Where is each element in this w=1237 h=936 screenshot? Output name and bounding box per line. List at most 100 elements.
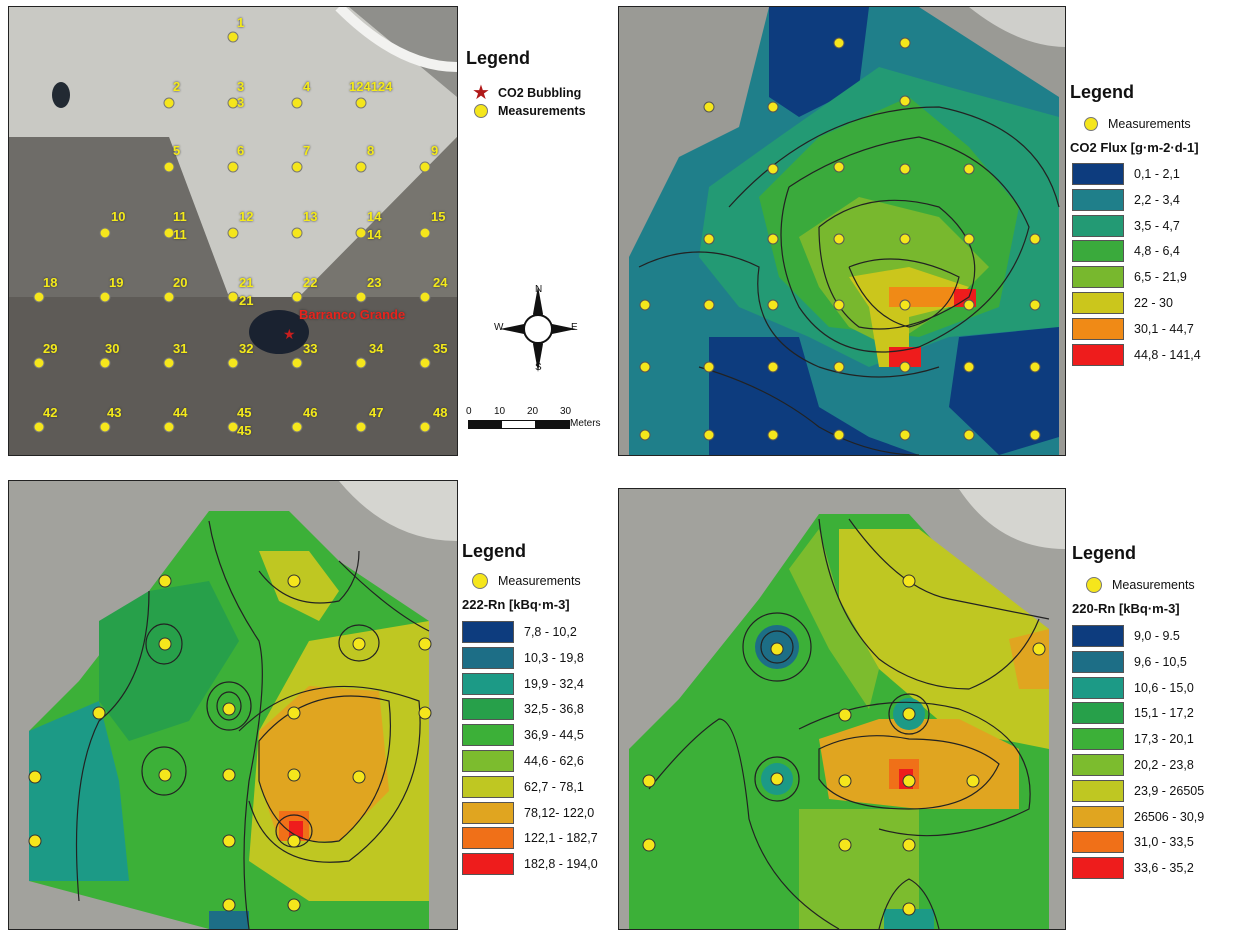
point-label: 46 xyxy=(303,405,318,420)
legend-swatch xyxy=(1072,266,1124,289)
scale-tick-20: 20 xyxy=(527,406,539,417)
legend-class-row: 44,6 - 62,6 xyxy=(462,750,584,772)
measurement-point xyxy=(963,299,975,311)
legend-class-label: 6,5 - 21,9 xyxy=(1134,270,1187,285)
point-label: 43 xyxy=(107,405,122,420)
legend-class-row: 0,1 - 2,1 xyxy=(1072,163,1180,185)
legend-class-row: 33,6 - 35,2 xyxy=(1072,857,1194,880)
measurement-point xyxy=(158,574,172,588)
legend-swatch xyxy=(462,750,514,772)
rn222-measurement-points xyxy=(28,574,432,912)
map-panel-rn222 xyxy=(8,480,458,930)
compass-e: E xyxy=(571,322,578,333)
measurement-point xyxy=(419,227,431,239)
legend-class-row: 122,1 - 182,7 xyxy=(462,827,598,850)
measurement-point xyxy=(227,97,239,109)
legend-class-row: 32,5 - 36,8 xyxy=(462,698,584,721)
measurement-dot-icon xyxy=(474,104,488,118)
scale-tick-30: 30 xyxy=(560,406,572,417)
legend-swatch xyxy=(1072,728,1124,751)
measurement-point xyxy=(28,834,42,848)
measurement-point xyxy=(355,227,367,239)
measurement-point xyxy=(899,163,911,175)
legend-swatch xyxy=(1072,754,1124,776)
legend-class-row: 10,3 - 19,8 xyxy=(462,646,584,669)
scale-unit: Meters xyxy=(570,418,601,429)
measurement-point xyxy=(222,898,236,912)
measurement-point xyxy=(355,291,367,303)
measurement-point xyxy=(703,299,715,311)
point-label: 22 xyxy=(303,275,318,290)
point-label: 30 xyxy=(105,341,120,356)
point-label: 34 xyxy=(369,341,384,356)
measurement-point xyxy=(287,834,301,848)
measurement-point xyxy=(291,421,303,433)
point-label: 19 xyxy=(109,275,124,290)
measurement-point xyxy=(902,574,916,588)
point-label: 9 xyxy=(431,143,439,158)
measurement-point xyxy=(33,421,45,433)
legend-class-row: 4,8 - 6,4 xyxy=(1072,240,1180,263)
measurement-point xyxy=(227,227,239,239)
measurement-point xyxy=(767,429,779,441)
legend-b-variable: CO2 Flux [g·m-2·d-1] xyxy=(1070,140,1199,155)
legend-c-measurements: Measurements xyxy=(472,573,581,589)
legend-class-label: 32,5 - 36,8 xyxy=(524,702,584,717)
measurement-point xyxy=(1032,642,1046,656)
legend-swatch xyxy=(462,698,514,721)
measurement-point xyxy=(767,101,779,113)
legend-swatch xyxy=(1072,779,1124,802)
measurement-point xyxy=(966,774,980,788)
aerial-photo xyxy=(9,7,457,455)
measurement-point xyxy=(163,421,175,433)
measurement-point xyxy=(99,227,111,239)
legend-class-row: 182,8 - 194,0 xyxy=(462,853,598,876)
point-label: 23 xyxy=(367,275,382,290)
legend-swatch xyxy=(1072,625,1124,647)
measurement-point xyxy=(838,774,852,788)
measurement-point xyxy=(291,291,303,303)
legend-swatch xyxy=(1072,650,1124,673)
scale-tick-0: 0 xyxy=(466,406,472,417)
point-label: 48 xyxy=(433,405,448,420)
point-label: 47 xyxy=(369,405,384,420)
legend-class-label: 62,7 - 78,1 xyxy=(524,779,584,794)
point-label: 45 xyxy=(237,423,252,438)
measurement-point xyxy=(767,361,779,373)
map-panel-co2-flux xyxy=(618,6,1066,456)
legend-swatch xyxy=(1072,343,1124,366)
compass-n: N xyxy=(535,284,543,295)
measurement-point xyxy=(833,299,845,311)
point-label: 5 xyxy=(173,143,181,158)
legend-swatch xyxy=(462,801,514,824)
point-label: 3 xyxy=(237,95,245,110)
legend-class-label: 19,9 - 32,4 xyxy=(524,676,584,691)
legend-swatch xyxy=(1072,831,1124,854)
measurement-point xyxy=(158,637,172,651)
measurement-point xyxy=(291,227,303,239)
measurement-point xyxy=(287,706,301,720)
legend-c-title: Legend xyxy=(462,541,527,561)
legend-c-variable: 222-Rn [kBq·m-3] xyxy=(462,597,570,612)
legend-swatch xyxy=(462,827,514,850)
legend-swatch xyxy=(462,646,514,669)
legend-swatch xyxy=(1072,857,1124,880)
legend-class-label: 4,8 - 6,4 xyxy=(1134,244,1180,259)
legend-swatch xyxy=(1072,676,1124,699)
legend-swatch xyxy=(462,621,514,643)
measurement-point xyxy=(291,161,303,173)
place-label: Barranco Grande xyxy=(299,307,406,322)
legend-class-row: 19,9 - 32,4 xyxy=(462,672,584,695)
compass-s: S xyxy=(535,362,542,373)
measurement-point xyxy=(33,291,45,303)
measurement-point xyxy=(639,299,651,311)
legend-class-row: 9,6 - 10,5 xyxy=(1072,650,1187,673)
legend-class-label: 78,12- 122,0 xyxy=(524,805,595,820)
rn220-measurement-points xyxy=(642,574,1046,916)
legend-class-row: 3,5 - 4,7 xyxy=(1072,214,1180,237)
measurement-points-layer: ★ xyxy=(33,31,431,433)
measurement-point xyxy=(963,233,975,245)
measurement-dot-icon xyxy=(1086,577,1102,593)
measurement-point xyxy=(92,706,106,720)
point-label: 44 xyxy=(173,405,188,420)
